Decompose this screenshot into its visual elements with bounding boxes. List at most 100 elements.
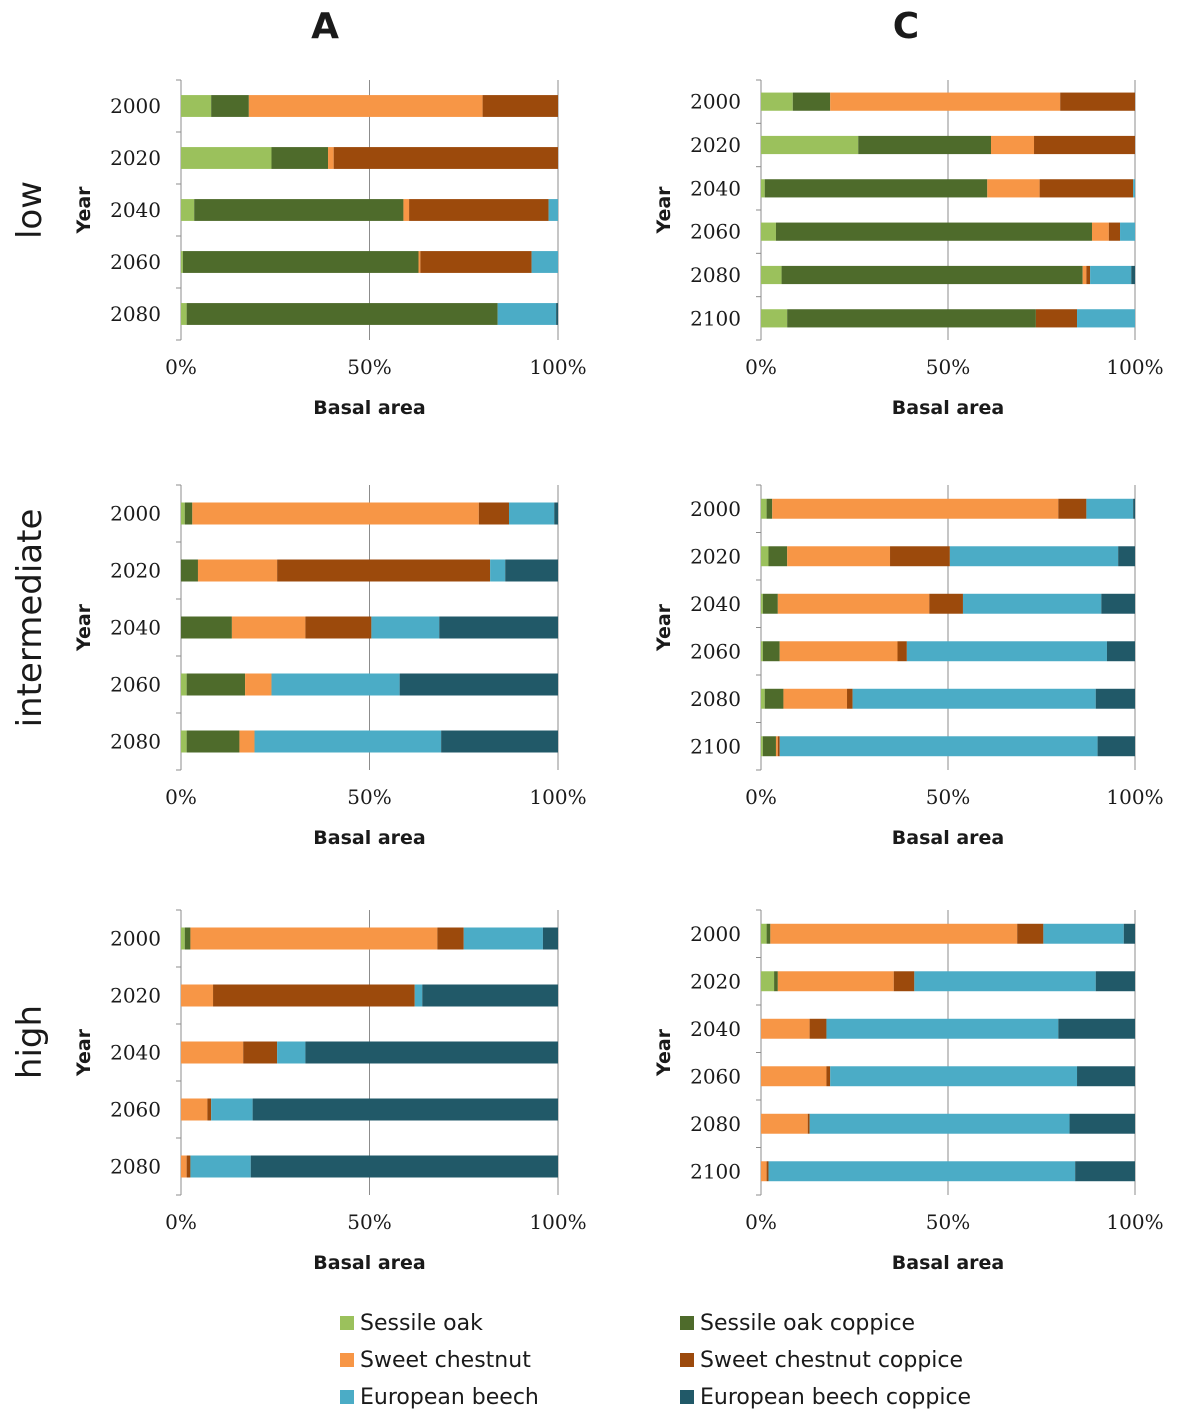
y-tick-label: 2020 [690, 969, 741, 993]
y-tick-label: 2040 [690, 592, 741, 616]
legend-swatch [680, 1353, 694, 1367]
y-tick-label: 2020 [110, 559, 161, 583]
y-axis-label: Year [73, 603, 95, 652]
bar-european-beech-2060 [271, 673, 400, 696]
bar-sweet-chestnut-2060 [181, 1098, 208, 1121]
y-tick-label: 2040 [110, 616, 161, 640]
bar-sweet-chestnut-coppice-2020 [213, 984, 415, 1007]
bar-sweet-chestnut-2100 [775, 736, 778, 757]
y-tick-label: 2000 [110, 502, 161, 526]
bar-european-beech-coppice-2080 [250, 1155, 558, 1178]
x-tick-label: 100% [529, 355, 586, 379]
bar-sweet-chestnut-2080 [783, 688, 848, 709]
bar-european-beech-2100 [768, 1161, 1076, 1182]
bar-european-beech-2020 [414, 984, 423, 1007]
bar-sweet-chestnut-coppice-2000 [482, 95, 558, 117]
bar-sessile-oak-2080 [181, 730, 187, 753]
bar-sessile-oak-2040 [761, 593, 763, 614]
bar-sessile-oak-2000 [181, 95, 212, 117]
bar-sweet-chestnut-coppice-2020 [893, 971, 915, 992]
bar-sweet-chestnut-coppice-2060 [897, 641, 907, 662]
bar-sessile-oak-2060 [761, 641, 763, 662]
bar-sessile-oak-coppice-2060 [186, 673, 246, 696]
bar-sessile-oak-2020 [181, 147, 272, 169]
y-axis-label: Year [653, 603, 675, 652]
bar-european-beech-coppice-2020 [1118, 546, 1135, 567]
legend-swatch [340, 1353, 354, 1367]
bar-sweet-chestnut-2040 [761, 1018, 810, 1039]
legend-swatch [340, 1390, 354, 1404]
bar-sweet-chestnut-coppice-2060 [207, 1098, 212, 1121]
y-tick-label: 2040 [110, 1041, 161, 1065]
x-tick-label: 0% [745, 355, 777, 379]
bar-european-beech-2040 [962, 593, 1102, 614]
bar-european-beech-coppice-2080 [1095, 688, 1135, 709]
bar-european-beech-2020 [949, 546, 1119, 567]
bar-sessile-oak-2060 [181, 251, 183, 273]
bar-sweet-chestnut-coppice-2020 [1034, 135, 1135, 155]
bar-sessile-oak-2000 [761, 92, 793, 111]
bar-sessile-oak-coppice-2020 [774, 971, 778, 992]
x-axis-label: Basal area [313, 397, 425, 419]
bar-european-beech-2040 [826, 1018, 1059, 1039]
legend-item-sweet-chestnut: Sweet chestnut [340, 1345, 531, 1375]
bar-sessile-oak-coppice-2020 [181, 559, 198, 582]
bar-sweet-chestnut-coppice-2000 [478, 502, 509, 525]
column-title-c: C [892, 6, 920, 47]
bar-sweet-chestnut-2040 [231, 616, 306, 639]
bar-sessile-oak-coppice-2040 [764, 179, 988, 198]
y-tick-label: 2040 [690, 176, 741, 200]
y-tick-label: 2060 [690, 1064, 741, 1088]
bar-sessile-oak-2080 [761, 265, 782, 285]
row-label-intermediate: intermediate [10, 508, 50, 728]
bar-sessile-oak-coppice-2060 [182, 251, 419, 273]
y-tick-label: 2100 [690, 734, 741, 758]
bar-european-beech-2060 [1120, 222, 1135, 241]
x-axis-label: Basal area [892, 1252, 1004, 1274]
column-title-a: A [311, 6, 339, 47]
bar-sessile-oak-2000 [761, 498, 767, 519]
y-tick-label: 2020 [110, 984, 161, 1008]
x-axis-label: Basal area [892, 827, 1004, 849]
legend: Sessile oak Sessile oak coppice Sweet ch… [340, 1308, 1020, 1413]
bar-sessile-oak-2100 [761, 736, 763, 757]
y-tick-label: 2040 [690, 1017, 741, 1041]
bar-european-beech-coppice-2080 [556, 303, 558, 325]
x-tick-label: 100% [1106, 355, 1163, 379]
bar-european-beech-coppice-2080 [441, 730, 558, 753]
y-tick-label: 2080 [110, 302, 161, 326]
y-axis-label: Year [73, 1028, 95, 1077]
bar-sweet-chestnut-2040 [181, 1041, 244, 1064]
bar-sessile-oak-2020 [761, 135, 859, 155]
bar-sweet-chestnut-coppice-2000 [1060, 92, 1135, 111]
y-tick-label: 2000 [110, 94, 161, 118]
y-tick-label: 2080 [690, 687, 741, 711]
bar-sweet-chestnut-coppice-2080 [807, 1113, 810, 1134]
bar-sweet-chestnut-2040 [777, 593, 930, 614]
legend-item-sessile-oak: Sessile oak [340, 1308, 483, 1338]
bar-sweet-chestnut-coppice-2080 [1086, 265, 1091, 285]
y-tick-label: 2100 [690, 306, 741, 330]
bar-european-beech-2060 [906, 641, 1107, 662]
x-tick-label: 50% [926, 1210, 970, 1234]
legend-label: Sessile oak [360, 1310, 483, 1336]
bar-sessile-oak-coppice-2020 [768, 546, 788, 567]
bar-sweet-chestnut-coppice-2040 [929, 593, 963, 614]
bar-sessile-oak-coppice-2000 [766, 923, 771, 944]
legend-swatch [680, 1316, 694, 1330]
legend-item-european-beech: European beech [340, 1382, 539, 1412]
bar-sweet-chestnut-2060 [418, 251, 421, 273]
bar-european-beech-coppice-2060 [1106, 641, 1135, 662]
chart-panel-a-low: 2000 2020 2040 2060 2080 0% 50% 100% Basal area Y… [73, 79, 587, 419]
legend-item-sessile-oak-coppice: Sessile oak coppice [680, 1308, 915, 1338]
y-tick-label: 2000 [690, 922, 741, 946]
bar-sessile-oak-coppice-2100 [787, 309, 1036, 328]
bar-sweet-chestnut-coppice-2100 [777, 736, 780, 757]
bar-european-beech-coppice-2060 [399, 673, 558, 696]
bar-sweet-chestnut-coppice-2080 [847, 688, 853, 709]
bar-sessile-oak-coppice-2000 [184, 502, 193, 525]
bar-sweet-chestnut-2000 [192, 502, 479, 525]
y-tick-label: 2080 [690, 263, 741, 287]
bar-european-beech-2000 [1043, 923, 1124, 944]
bar-sweet-chestnut-2020 [181, 984, 214, 1007]
